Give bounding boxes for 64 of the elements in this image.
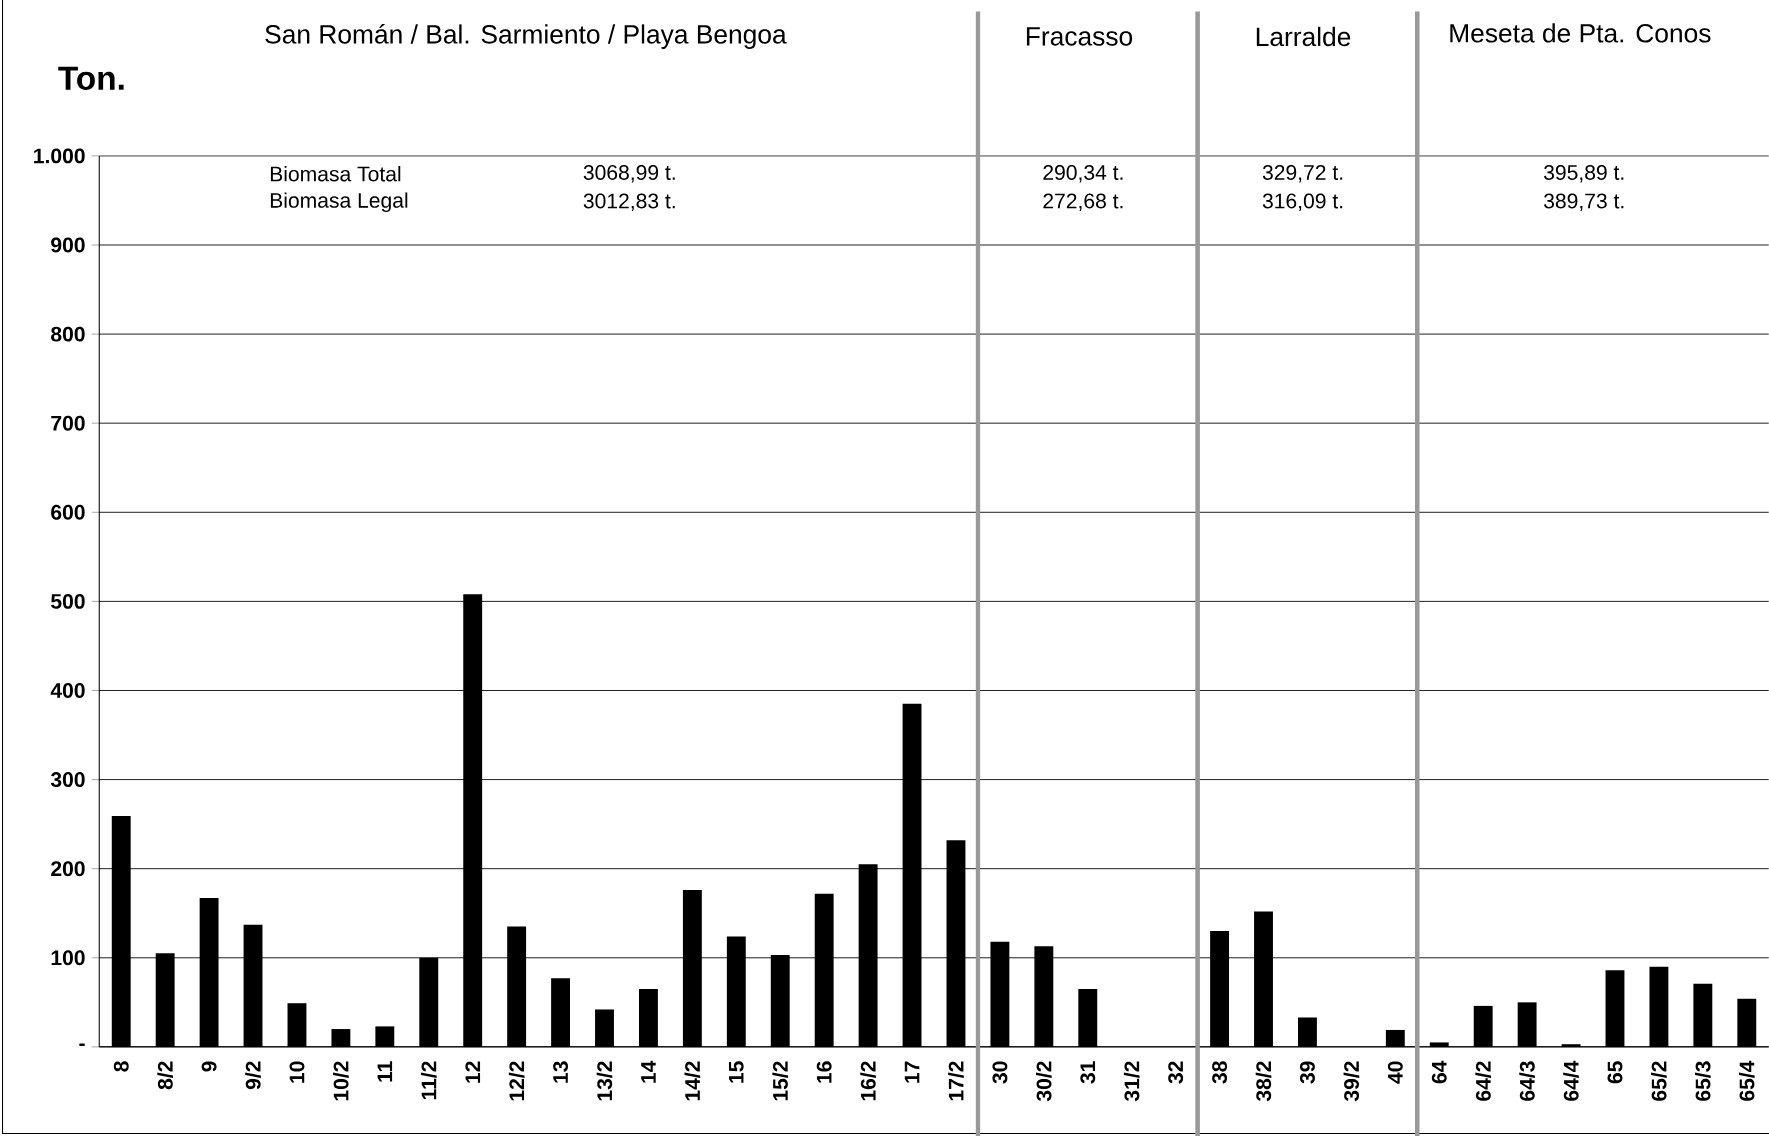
x-tick-label: 39 bbox=[1299, 1061, 1315, 1084]
x-tick-label: 17 bbox=[904, 1061, 920, 1083]
y-tick-label: 100 bbox=[51, 950, 85, 966]
y-tick-label: 300 bbox=[50, 772, 85, 788]
x-tick-label: 10/2 bbox=[333, 1061, 349, 1101]
text: Meseta de Pta. Conos bbox=[1450, 23, 1711, 43]
text: Fracasso bbox=[1026, 27, 1133, 46]
annotation: 3012,83 t. bbox=[583, 193, 675, 211]
x-tick-label: 38 bbox=[1212, 1061, 1228, 1084]
y-tick-label: 700 bbox=[51, 415, 85, 431]
annotation: 290,34 t. bbox=[1043, 165, 1123, 183]
x-tick-label: 8 bbox=[113, 1061, 129, 1072]
x-tick-label: 15/2 bbox=[772, 1061, 789, 1101]
x-tick-label: 10 bbox=[289, 1061, 305, 1083]
y-tick-label: 1.000 bbox=[34, 148, 85, 164]
x-tick-label: 30/2 bbox=[1036, 1061, 1052, 1102]
x-tick-label: 16 bbox=[816, 1061, 832, 1083]
annotation: 272,68 t. bbox=[1043, 193, 1123, 211]
x-tick-label: 39/2 bbox=[1343, 1061, 1360, 1102]
x-tick-label: 64/4 bbox=[1563, 1060, 1579, 1101]
x-tick-label: 13 bbox=[553, 1061, 569, 1083]
x-tick-label: 65/2 bbox=[1651, 1061, 1667, 1101]
annotation: 3068,99 t. bbox=[583, 165, 675, 183]
y-tick-label: - bbox=[79, 1043, 85, 1047]
y-axis-title: Ton. bbox=[58, 66, 124, 91]
x-tick-label: 65/3 bbox=[1695, 1061, 1711, 1101]
annotation: Biomasa Total bbox=[270, 165, 401, 182]
y-tick-label: 200 bbox=[51, 861, 85, 877]
x-tick-label: 38/2 bbox=[1255, 1061, 1272, 1102]
annotation: 395,89 t. bbox=[1543, 165, 1624, 183]
x-tick-label: 30 bbox=[992, 1061, 1008, 1084]
annotation: 316,09 t. bbox=[1262, 193, 1343, 211]
y-tick-label: 500 bbox=[51, 593, 85, 609]
x-tick-label: 11/2 bbox=[420, 1061, 437, 1100]
x-tick-label: 15 bbox=[728, 1061, 744, 1083]
x-tick-label: 12/2 bbox=[508, 1061, 525, 1101]
text: San Román / Bal. Sarmiento / Playa Bengoa bbox=[265, 24, 787, 49]
text: Larralde bbox=[1256, 26, 1351, 47]
x-tick-label: 14 bbox=[641, 1060, 656, 1083]
y-tick-label: 400 bbox=[50, 683, 85, 698]
y-tick-label: 800 bbox=[51, 326, 85, 342]
y-tick-label: 600 bbox=[51, 504, 85, 520]
x-tick-label: 9/2 bbox=[245, 1061, 261, 1090]
x-tick-label: 11 bbox=[377, 1061, 393, 1082]
x-tick-label: 65/4 bbox=[1738, 1060, 1755, 1101]
x-tick-label: 8/2 bbox=[157, 1061, 173, 1090]
x-tick-label: 64/3 bbox=[1519, 1061, 1535, 1101]
x-tick-label: 64 bbox=[1431, 1060, 1447, 1084]
x-tick-label: 31/2 bbox=[1123, 1061, 1140, 1102]
x-tick-label: 32 bbox=[1168, 1061, 1184, 1084]
x-tick-label: 17/2 bbox=[948, 1061, 964, 1101]
x-tick-label: 14/2 bbox=[684, 1061, 701, 1101]
annotation: 389,73 t. bbox=[1543, 193, 1624, 211]
annotation: 329,72 t. bbox=[1262, 165, 1343, 183]
x-tick-label: 31 bbox=[1080, 1061, 1096, 1084]
x-tick-label: 64/2 bbox=[1475, 1061, 1492, 1101]
y-tick-label: 900 bbox=[51, 237, 85, 253]
x-tick-label: 16/2 bbox=[860, 1061, 876, 1101]
x-tick-label: 13/2 bbox=[596, 1061, 613, 1101]
x-tick-label: 65 bbox=[1607, 1061, 1623, 1084]
x-tick-label: 9 bbox=[201, 1061, 217, 1072]
annotation: Biomasa Legal bbox=[270, 192, 408, 213]
x-tick-label: 12 bbox=[465, 1061, 481, 1083]
x-tick-label: 40 bbox=[1387, 1061, 1403, 1084]
